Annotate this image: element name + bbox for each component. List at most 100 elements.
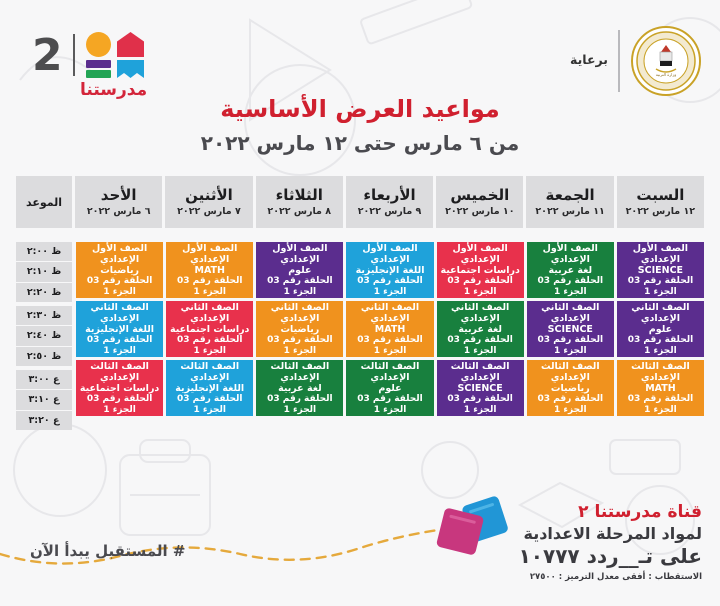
top-bar: وزارة التربية برعاية 2 مدرستنا [0,0,720,100]
cell-grade: الصف الثالث الإعدادي [540,360,600,383]
day-column: الصف الأول الإعدادي SCIENCE الحلقة رقم 03 ا… [616,242,704,431]
schedule-cell[interactable]: الصف الثالث الإعدادي علوم الحلقة رقم 03 الج… [346,360,434,416]
schedule-cell[interactable]: الصف الثاني الإعدادي MATH الحلقة رقم 03 الج… [346,301,434,357]
logo-green-bar [86,70,111,78]
day-header-name: السبت [636,186,685,204]
logo-blue-shape [117,60,144,78]
time-group: ظ ٢:٣٠ ظ ٢:٤٠ ظ ٢:٥٠ [16,305,72,367]
day-columns: الصف الأول الإعدادي SCIENCE الحلقة رقم 03 ا… [76,242,704,431]
time-cell: ظ ٢:٢٠ [16,282,72,302]
logo-divider [73,34,75,76]
cell-part: الجزء 1 [644,345,677,356]
cell-grade: الصف الثاني الإعدادي [360,301,420,324]
cell-grade: الصف الثاني الإعدادي [451,301,510,324]
day-header-date: ١٠ مارس ٢٠٢٢ [445,206,515,217]
schedule-cell[interactable]: الصف الثالث الإعدادي دراسات اجتماعية الحلق… [76,360,164,416]
cell-episode: الحلقة رقم 03 [357,275,423,286]
cell-part: الجزء 1 [103,286,136,297]
schedule-cell[interactable]: الصف الأول الإعدادي دراسات اجتماعية الحلقة… [436,242,524,298]
sponsor-label: برعاية [570,52,608,67]
footer-tech-line: الاستقطاب : أفقى معدل الترميز : ٢٧٥٠٠ [529,572,702,582]
cell-subject: SCIENCE [637,264,684,276]
schedule-cell[interactable]: الصف الأول الإعدادي اللغة الإنجليزية الحلق… [346,242,434,298]
cell-grade: الصف الأول الإعدادي [182,242,238,265]
day-header-name: الخميس [450,186,510,204]
cell-part: الجزء 1 [554,404,587,415]
hashtag-text: # المستقبل يبدأ الآن [30,542,186,560]
cell-episode: الحلقة رقم 03 [537,275,604,286]
cell-grade: الصف الثالث الإعدادي [450,360,510,383]
cell-part: الجزء 1 [193,345,227,356]
cell-part: الجزء 1 [283,404,317,415]
logo-orange-circle [86,32,111,57]
schedule-cell[interactable]: الصف الثاني الإعدادي علوم الحلقة رقم 03 الج… [616,301,704,357]
cell-episode: الحلقة رقم 03 [627,334,694,345]
day-header-date: ٦ مارس ٢٠٢٢ [86,206,151,217]
cell-part: الجزء 1 [644,286,677,297]
cell-grade: الصف الثالث الإعدادي [360,360,420,383]
footer-stage-line: لمواد المرحلة الاعدادية [523,524,702,543]
dashed-wave-decoration [0,524,470,565]
day-header-cell: الثلاثاء ٨ مارس ٢٠٢٢ [255,176,343,228]
schedule-cell[interactable]: الصف الأول الإعدادي علوم الحلقة رقم 03 الجز… [256,242,344,298]
cell-episode: الحلقة رقم 03 [627,393,694,404]
cell-episode: الحلقة رقم 03 [447,393,513,404]
schedule-cell[interactable]: الصف الثاني الإعدادي دراسات اجتماعية الحلق… [166,301,254,357]
time-cell: ظ ٢:٥٠ [16,346,72,366]
cell-grade: الصف الثاني الإعدادي [270,301,329,324]
schedule-cell[interactable]: الصف الأول الإعدادي رياضيات الحلقة رقم 03 ا… [76,242,164,298]
cell-subject: علوم [648,323,673,335]
cell-subject: لغة عربية [278,382,322,394]
time-cell: ع ٣:١٠ [16,390,72,410]
cell-episode: الحلقة رقم 03 [176,275,243,286]
cell-episode: الحلقة رقم 03 [537,393,604,404]
schedule-cell[interactable]: الصف الثالث الإعدادي اللغة الإنجليزية الحل… [166,360,254,416]
cell-episode: الحلقة رقم 03 [357,334,423,345]
cell-part: الجزء 1 [103,404,136,415]
schedule-cell[interactable]: الصف الثالث الإعدادي رياضيات الحلقة رقم 03… [526,360,614,416]
day-header-name: الأحد [100,186,137,204]
schedule-cell[interactable]: الصف الثاني الإعدادي لغة عربية الحلقة رقم … [436,301,524,357]
cell-subject: SCIENCE [457,382,503,394]
day-header-name: الثلاثاء [275,186,323,204]
day-column: الصف الأول الإعدادي MATH الحلقة رقم 03 الجز… [166,242,254,431]
logo-purple-bar [86,60,111,68]
schedule-cell[interactable]: الصف الثالث الإعدادي لغة عربية الحلقة رقم … [256,360,344,416]
schedule-cell[interactable]: الصف الثاني الإعدادي SCIENCE الحلقة رقم 03… [526,301,614,357]
day-header-cell: الأربعاء ٩ مارس ٢٠٢٢ [345,176,434,228]
cell-episode: الحلقة رقم 03 [447,275,513,286]
cell-part: الجزء 1 [463,404,497,415]
cell-part: الجزء 1 [554,345,587,356]
day-header-cell: الأثنين ٧ مارس ٢٠٢٢ [165,176,253,228]
day-header-name: الأثنين [185,186,233,204]
cell-grade: الصف الثالث الإعدادي [631,360,690,383]
day-header-name: الأربعاء [363,186,416,204]
schedule-cell[interactable]: الصف الأول الإعدادي SCIENCE الحلقة رقم 03 ا… [616,242,704,298]
cell-grade: الصف الأول الإعدادي [91,242,148,265]
schedule-cell[interactable]: الصف الأول الإعدادي لغة عربية الحلقة رقم 0… [526,242,614,298]
day-header-cell: الخميس ١٠ مارس ٢٠٢٢ [436,176,524,228]
cell-subject: علوم [378,382,402,394]
cell-subject: علوم [288,264,312,276]
cell-subject: دراسات اجتماعية [170,323,250,335]
schedule-cell[interactable]: الصف الأول الإعدادي MATH الحلقة رقم 03 الجز… [166,242,254,298]
cell-part: الجزء 1 [554,286,587,297]
time-cell: ظ ٢:٠٠ [16,242,72,262]
cell-part: الجزء 1 [373,286,407,297]
schedule-cell[interactable]: الصف الثاني الإعدادي رياضيات الحلقة رقم 03… [256,301,344,357]
cell-grade: الصف الثاني الإعدادي [541,301,600,324]
schedule-cell[interactable]: الصف الثاني الإعدادي اللغة الإنجليزية الحل… [76,301,164,357]
time-cell: ظ ٢:١٠ [16,262,72,282]
cell-subject: رياضيات [550,382,590,394]
table-header-row: السبت ١٢ مارس ٢٠٢٢ الجمعة ١١ مارس ٢٠٢٢ الخمي… [16,176,704,228]
schedule-cell[interactable]: الصف الثالث الإعدادي MATH الحلقة رقم 03 الج… [616,360,704,416]
cell-subject: MATH [645,382,676,394]
cell-part: الجزء 1 [193,404,227,415]
cell-episode: الحلقة رقم 03 [627,275,694,286]
time-header-cell: الموعد [16,176,73,228]
schedule-cell[interactable]: الصف الثالث الإعدادي SCIENCE الحلقة رقم 03… [436,360,524,416]
page-title: مواعيد العرض الأساسية [220,95,500,123]
madrasatna-logo-icon [86,32,146,78]
time-group: ع ٣:٠٠ ع ٣:١٠ ع ٣:٢٠ [16,369,72,431]
two-books-icon [430,494,520,564]
